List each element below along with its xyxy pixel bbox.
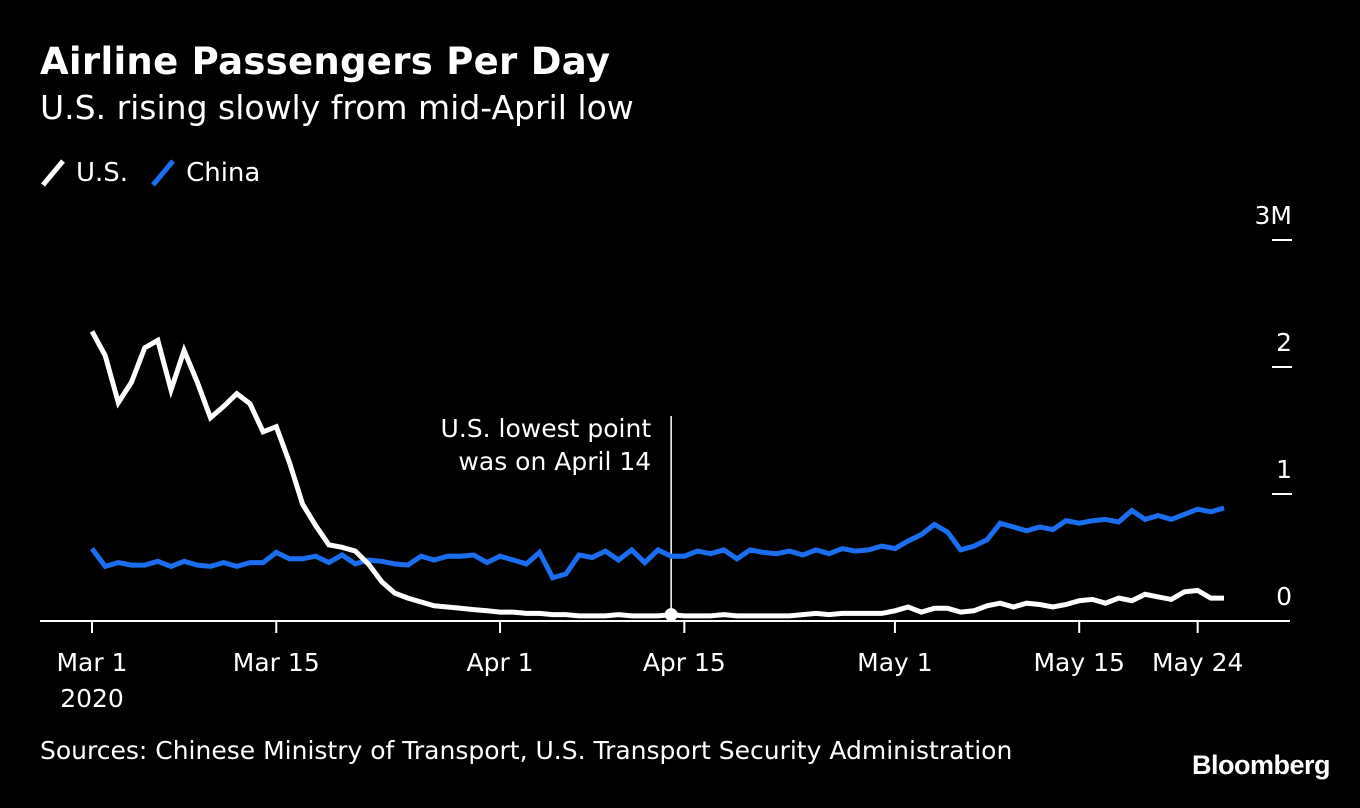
legend: U.S. China: [40, 156, 282, 190]
x-tick-label: May 15: [1033, 648, 1124, 677]
legend-swatch-us: [41, 159, 65, 187]
x-tick-sublabel: 2020: [60, 684, 124, 713]
legend-label-china: China: [186, 158, 261, 188]
annotation-text: was on April 14: [458, 447, 651, 476]
x-tick-label: Apr 15: [643, 648, 726, 677]
x-tick-label: May 1: [857, 648, 933, 677]
bloomberg-logo: Bloomberg: [1191, 750, 1331, 780]
series-line-china: [89, 505, 1225, 581]
annotation-dot: [664, 608, 678, 622]
y-tick-label: 0: [1276, 582, 1292, 611]
legend-swatch-china: [151, 159, 175, 187]
y-tick-label: 2: [1276, 328, 1292, 357]
series-line-us: [89, 330, 1224, 619]
x-tick-label: Mar 15: [233, 648, 320, 677]
y-tick-label: 1: [1276, 455, 1292, 484]
source-note: Sources: Chinese Ministry of Transport, …: [40, 736, 1013, 765]
x-tick-label: Apr 1: [466, 648, 533, 677]
chart-title: Airline Passengers Per Day: [40, 40, 611, 83]
x-tick-label: May 24: [1152, 648, 1243, 677]
legend-item-us: U.S.: [40, 158, 128, 188]
annotation-text: U.S. lowest point: [441, 414, 652, 443]
chart-subtitle: U.S. rising slowly from mid-April low: [40, 88, 634, 127]
legend-label-us: U.S.: [76, 158, 129, 188]
x-tick-label: Mar 1: [56, 648, 127, 677]
legend-item-china: China: [150, 158, 260, 188]
y-tick-label: 3M: [1255, 201, 1292, 230]
